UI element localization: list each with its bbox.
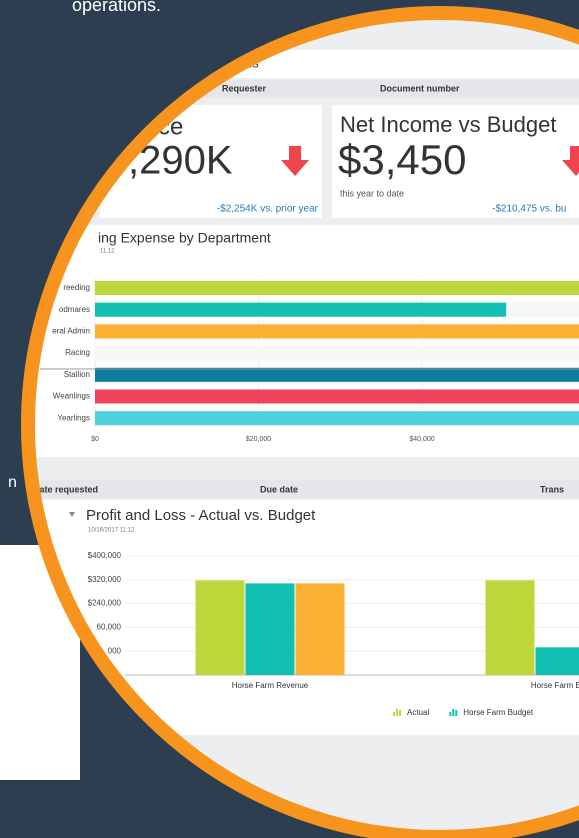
lens-ring xyxy=(21,6,579,838)
chart-title: ing Expense by Department xyxy=(98,230,271,246)
y-tick-label: odmares xyxy=(59,305,90,314)
legend-icon xyxy=(396,709,398,716)
tagline: operations. xyxy=(72,0,161,15)
chart-subtitle: 10/16/2017 11:12 xyxy=(88,528,135,534)
bar xyxy=(245,583,295,675)
kpi-title: Net Income vs Budget xyxy=(340,112,556,137)
y-tick-label: $400,000 xyxy=(88,551,122,560)
header-row xyxy=(28,480,579,498)
kpi-subtitle: this year to date xyxy=(340,188,404,198)
legend-icon xyxy=(393,712,395,716)
fragment-text: n xyxy=(8,474,17,491)
y-tick-label: Stallion xyxy=(64,370,90,379)
down-arrow xyxy=(562,146,579,176)
bar xyxy=(95,389,579,404)
column-header: Document number xyxy=(380,83,460,93)
kpi-value: $3,450 xyxy=(338,136,466,183)
bar xyxy=(95,324,579,339)
y-tick-label: Racing xyxy=(65,348,90,357)
column-header: Trans xyxy=(540,484,564,494)
row-bg xyxy=(95,345,579,362)
bar xyxy=(485,580,535,675)
y-tick-label: 60,000 xyxy=(97,623,122,632)
y-tick-label: $240,000 xyxy=(88,599,122,608)
x-tick-label: Horse Farm Exp xyxy=(531,681,579,690)
y-tick-label: 000 xyxy=(108,646,122,655)
bar xyxy=(95,302,507,317)
y-tick-label: Yearlings xyxy=(57,413,90,422)
bar xyxy=(195,580,245,675)
kpi-comparison: -$2,254K vs. prior year xyxy=(217,204,319,215)
y-tick-label: reeding xyxy=(63,283,90,292)
bar xyxy=(295,583,345,675)
x-tick-label: $0 xyxy=(91,436,99,443)
column-header: Date requested xyxy=(33,484,98,494)
y-tick-label: eral Admin xyxy=(52,327,90,336)
kpi-card xyxy=(332,105,579,218)
legend-icon xyxy=(452,709,455,716)
bar xyxy=(95,367,579,382)
chart-subtitle: 11:12 xyxy=(100,249,115,255)
y-tick-label: $320,000 xyxy=(88,575,122,584)
x-tick-label: $40,000 xyxy=(409,436,434,443)
legend-icon xyxy=(399,710,401,716)
column-header: Due date xyxy=(260,484,298,494)
legend-label: Actual xyxy=(407,708,429,717)
chart-title: Profit and Loss - Actual vs. Budget xyxy=(86,507,316,524)
column-header: Requester xyxy=(222,83,267,93)
x-tick-label: $20,000 xyxy=(246,436,271,443)
legend-icon xyxy=(455,710,458,716)
x-tick-label: Horse Farm Revenue xyxy=(232,681,309,690)
bar xyxy=(535,647,579,675)
kpi-comparison: -$210,475 vs. bu xyxy=(492,204,567,215)
down-arrow xyxy=(281,146,309,176)
legend-label: Horse Farm Budget xyxy=(463,708,534,717)
collapse-toggle[interactable] xyxy=(69,512,75,517)
bar xyxy=(95,411,579,426)
y-tick-label: Weanlings xyxy=(53,392,90,401)
legend-icon xyxy=(449,712,452,716)
bar xyxy=(95,281,579,295)
